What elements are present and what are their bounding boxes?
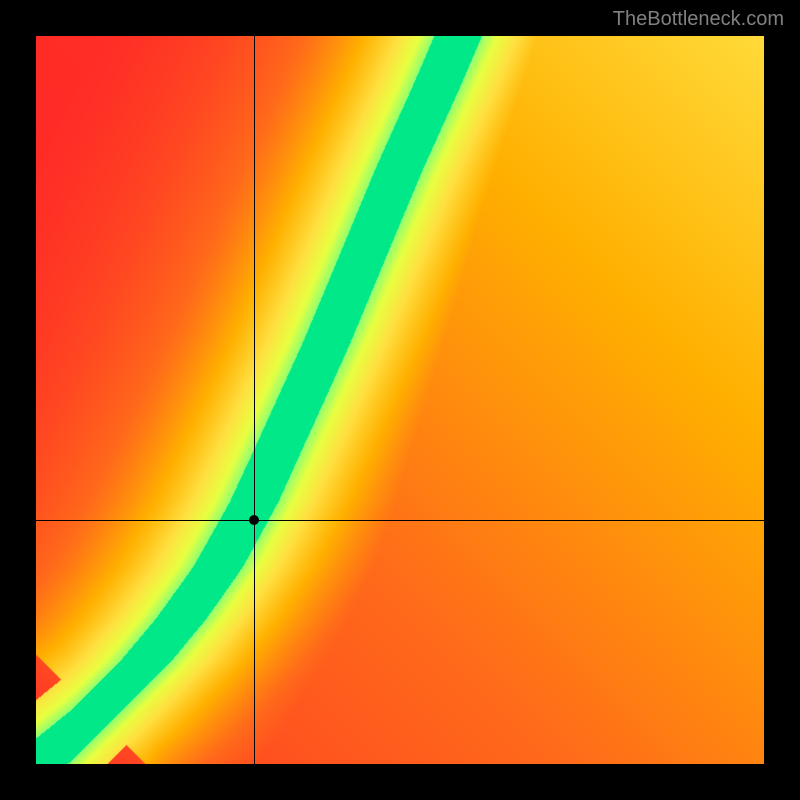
- crosshair-marker: [249, 515, 259, 525]
- heatmap-canvas: [36, 36, 764, 764]
- crosshair-horizontal: [36, 520, 764, 521]
- heatmap-plot: [36, 36, 764, 764]
- crosshair-vertical: [254, 36, 255, 764]
- watermark-text: TheBottleneck.com: [613, 8, 784, 31]
